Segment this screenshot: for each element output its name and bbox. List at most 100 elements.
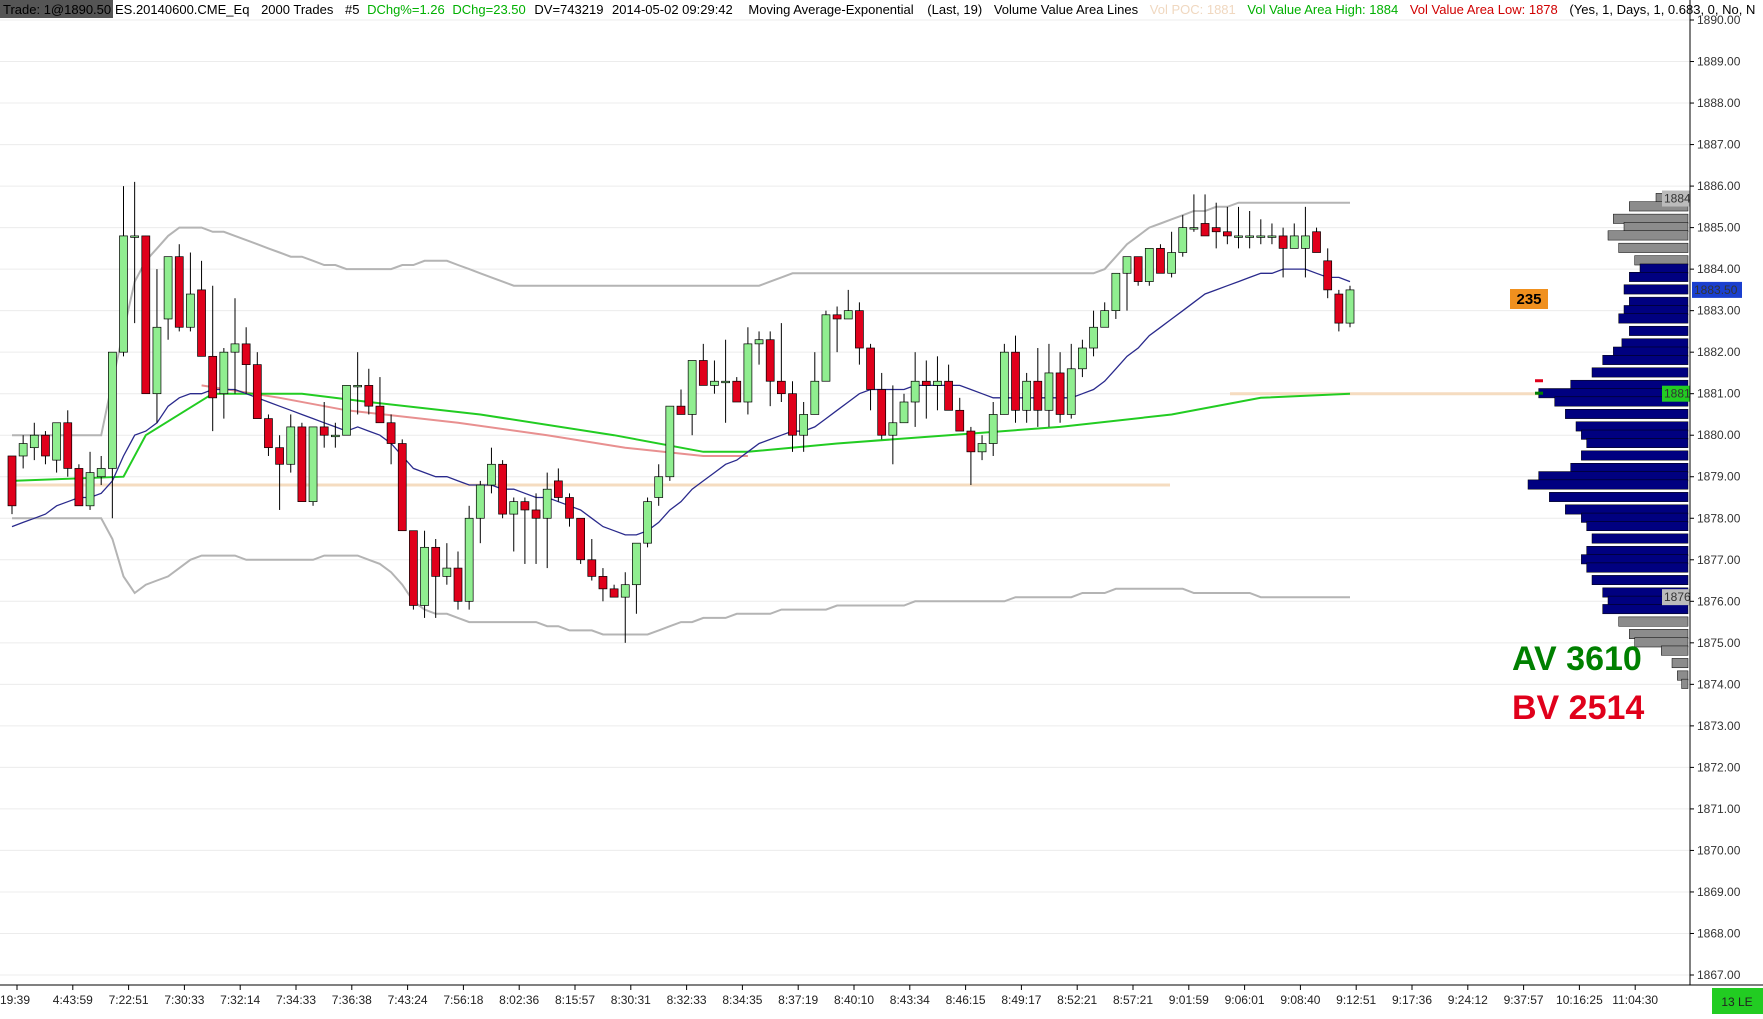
candle-down[interactable] <box>41 434 50 457</box>
candle-up[interactable] <box>687 360 697 415</box>
candle-down[interactable] <box>966 430 976 453</box>
candle-up[interactable] <box>933 380 942 386</box>
candle-down[interactable] <box>1011 351 1020 411</box>
candle-down[interactable] <box>520 501 530 511</box>
candle-down[interactable] <box>676 405 686 415</box>
candle-up[interactable] <box>1289 235 1299 249</box>
candle-up[interactable] <box>152 326 162 395</box>
candle-down[interactable] <box>587 559 597 577</box>
candle-up[interactable] <box>721 380 730 384</box>
candle-up[interactable] <box>1234 235 1243 238</box>
candle-up[interactable] <box>620 584 630 598</box>
candle-up[interactable] <box>230 343 240 353</box>
candle-down[interactable] <box>598 576 608 590</box>
candle-down[interactable] <box>609 588 619 598</box>
candle-up[interactable] <box>654 476 664 498</box>
candle-down[interactable] <box>955 409 965 432</box>
candle-down[interactable] <box>386 422 396 444</box>
candle-up[interactable] <box>119 235 128 353</box>
candle-up[interactable] <box>1100 310 1110 328</box>
candle-up[interactable] <box>1245 235 1255 238</box>
candle-down[interactable] <box>453 567 463 602</box>
candle-down[interactable] <box>364 385 374 407</box>
candle-down[interactable] <box>252 364 262 419</box>
candle-up[interactable] <box>1111 272 1121 312</box>
candle-down[interactable] <box>319 426 329 436</box>
candle-up[interactable] <box>843 310 853 320</box>
candle-down[interactable] <box>241 343 251 365</box>
candle-down[interactable] <box>553 480 563 498</box>
candle-up[interactable] <box>1078 347 1087 370</box>
candle-down[interactable] <box>1334 293 1344 324</box>
candle-up[interactable] <box>743 343 753 403</box>
candle-down[interactable] <box>732 380 742 403</box>
candle-up[interactable] <box>219 351 229 395</box>
candle-down[interactable] <box>141 235 151 395</box>
candle-up[interactable] <box>1345 289 1355 324</box>
candle-down[interactable] <box>1222 231 1232 237</box>
candle-down[interactable] <box>375 405 385 424</box>
candle-down[interactable] <box>576 517 586 561</box>
candle-down[interactable] <box>832 314 842 320</box>
candle-down[interactable] <box>1133 256 1143 282</box>
candle-down[interactable] <box>1200 223 1210 237</box>
candle-up[interactable] <box>85 472 95 507</box>
candle-up[interactable] <box>1301 235 1310 249</box>
candle-up[interactable] <box>710 380 719 386</box>
candle-down[interactable] <box>431 546 441 577</box>
candle-up[interactable] <box>442 567 452 577</box>
price-axis[interactable]: 1890.00 1889.00 1888.00 1887.00 1886.00 1885.… <box>1690 13 1741 982</box>
candle-down[interactable] <box>74 468 84 507</box>
candle-down[interactable] <box>531 509 541 519</box>
candle-up[interactable] <box>632 542 641 586</box>
candle-up[interactable] <box>18 443 28 457</box>
candle-down[interactable] <box>698 360 708 386</box>
candle-up[interactable] <box>1089 326 1098 349</box>
candle-down[interactable] <box>174 256 184 328</box>
candle-down[interactable] <box>877 389 887 436</box>
candle-up[interactable] <box>821 314 831 382</box>
candle-up[interactable] <box>542 488 552 519</box>
candle-up[interactable] <box>1022 380 1032 411</box>
candle-down[interactable] <box>1055 372 1065 415</box>
candle-up[interactable] <box>1178 227 1188 253</box>
candle-down[interactable] <box>264 418 273 449</box>
candle-up[interactable] <box>977 443 987 453</box>
candle-down[interactable] <box>788 393 797 436</box>
candle-up[interactable] <box>487 463 496 486</box>
candle-up[interactable] <box>799 414 809 436</box>
candle-up[interactable] <box>1167 252 1176 274</box>
candle-up[interactable] <box>1122 256 1132 274</box>
candle-up[interactable] <box>186 293 195 328</box>
candle-up[interactable] <box>342 385 351 436</box>
candle-down[interactable] <box>1033 380 1043 411</box>
candle-up[interactable] <box>29 434 39 449</box>
candle-up[interactable] <box>331 434 340 438</box>
candle-up[interactable] <box>1189 227 1199 230</box>
candle-down[interactable] <box>197 289 206 357</box>
candle-down[interactable] <box>275 447 284 465</box>
candle-up[interactable] <box>1267 235 1277 238</box>
candle-up[interactable] <box>1066 368 1076 415</box>
candle-down[interactable] <box>1312 231 1321 253</box>
candle-down[interactable] <box>921 380 931 386</box>
candlesticks[interactable] <box>7 181 1355 643</box>
candle-down[interactable] <box>397 443 407 532</box>
candle-down[interactable] <box>297 426 307 503</box>
candle-up[interactable] <box>665 405 675 478</box>
candle-up[interactable] <box>107 351 117 469</box>
candle-down[interactable] <box>1323 260 1333 291</box>
candle-up[interactable] <box>910 380 920 403</box>
candle-down[interactable] <box>944 380 953 411</box>
candle-up[interactable] <box>420 546 429 606</box>
candle-up[interactable] <box>643 501 652 544</box>
candle-up[interactable] <box>130 235 139 238</box>
candle-down[interactable] <box>498 463 507 515</box>
candle-down[interactable] <box>855 310 864 349</box>
candle-down[interactable] <box>866 347 875 390</box>
candle-up[interactable] <box>988 414 998 444</box>
candle-up[interactable] <box>286 426 296 465</box>
candle-up[interactable] <box>1144 248 1154 282</box>
candle-down[interactable] <box>565 497 574 519</box>
